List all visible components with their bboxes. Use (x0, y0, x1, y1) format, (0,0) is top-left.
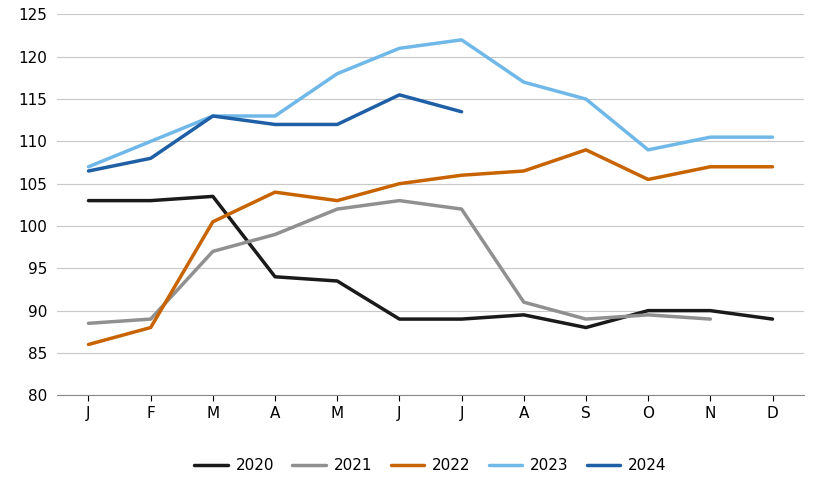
2021 (269, 231, 279, 237)
2020 (146, 198, 156, 203)
2024 (84, 168, 93, 174)
Line: 2021: 2021 (88, 201, 709, 323)
2024 (208, 113, 218, 119)
2024 (269, 121, 279, 127)
Line: 2022: 2022 (88, 150, 771, 345)
2022 (208, 219, 218, 225)
2020 (84, 198, 93, 203)
2023 (146, 138, 156, 144)
2022 (146, 325, 156, 331)
2023 (84, 164, 93, 170)
2021 (704, 316, 714, 322)
Legend: 2020, 2021, 2022, 2023, 2024: 2020, 2021, 2022, 2023, 2024 (188, 453, 672, 480)
2021 (456, 206, 466, 212)
2023 (332, 71, 342, 77)
2020 (332, 278, 342, 284)
2020 (642, 308, 652, 313)
2023 (767, 134, 776, 140)
2024 (146, 155, 156, 161)
2020 (704, 308, 714, 313)
2020 (269, 274, 279, 280)
2021 (581, 316, 590, 322)
2023 (704, 134, 714, 140)
2020 (208, 193, 218, 199)
2021 (332, 206, 342, 212)
2024 (456, 109, 466, 115)
2022 (332, 198, 342, 203)
2022 (767, 164, 776, 170)
2020 (456, 316, 466, 322)
2021 (84, 321, 93, 326)
Line: 2023: 2023 (88, 40, 771, 167)
2023 (581, 96, 590, 102)
2022 (269, 189, 279, 195)
2023 (456, 37, 466, 43)
Line: 2024: 2024 (88, 95, 461, 171)
2024 (332, 121, 342, 127)
Line: 2020: 2020 (88, 196, 771, 328)
2023 (518, 79, 528, 85)
2021 (394, 198, 404, 203)
2020 (518, 312, 528, 318)
2020 (581, 325, 590, 331)
2023 (642, 147, 652, 153)
2021 (642, 312, 652, 318)
2021 (518, 299, 528, 305)
2022 (704, 164, 714, 170)
2022 (642, 176, 652, 182)
2022 (394, 181, 404, 187)
2022 (581, 147, 590, 153)
2022 (456, 173, 466, 178)
2020 (394, 316, 404, 322)
2022 (84, 342, 93, 348)
2023 (394, 45, 404, 51)
2024 (394, 92, 404, 98)
2023 (269, 113, 279, 119)
2021 (146, 316, 156, 322)
2022 (518, 168, 528, 174)
2021 (208, 249, 218, 254)
2023 (208, 113, 218, 119)
2020 (767, 316, 776, 322)
